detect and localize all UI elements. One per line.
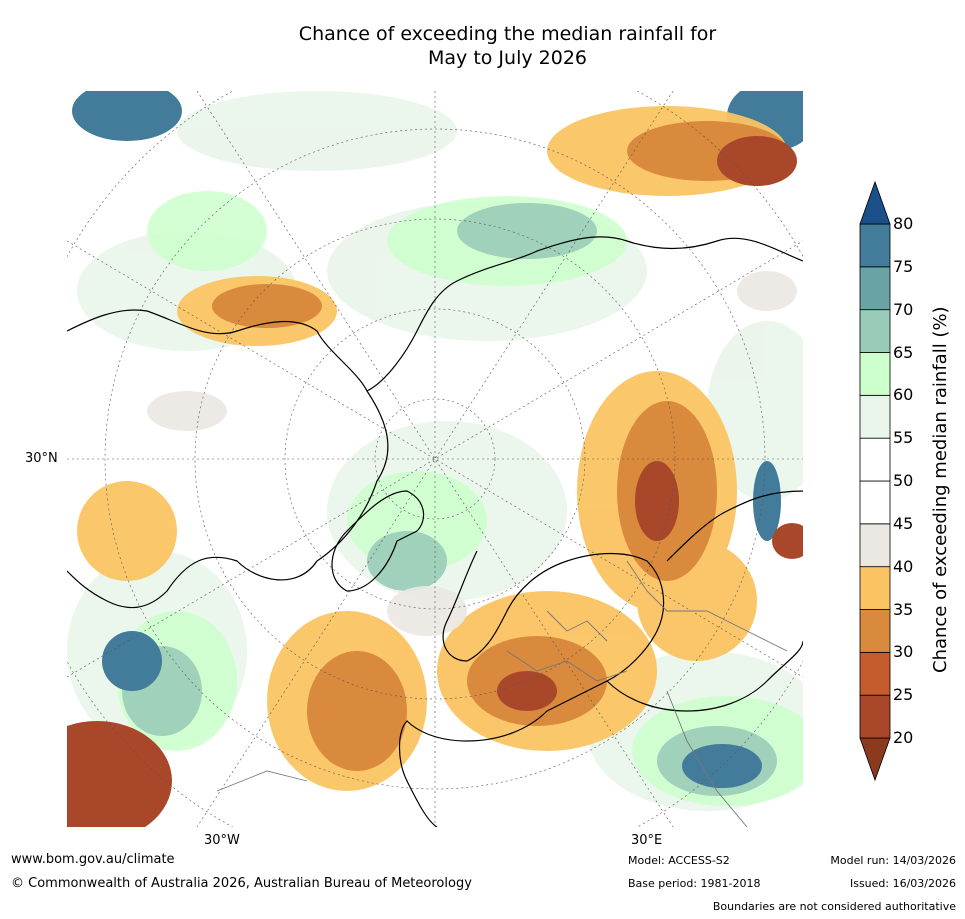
colorbar-segment [859,694,891,739]
colorbar-segment [859,437,891,482]
colorbar [859,180,891,782]
footer-issued: Issued: 16/03/2026 [849,877,956,890]
footer-copyright: © Commonwealth of Australia 2026, Austra… [11,876,472,891]
colorbar-segment [859,394,891,439]
footer-model-run: Model run: 14/03/2026 [830,854,956,867]
colorbar-tick-label: 65 [893,342,914,362]
orange-areas-30-35 [212,121,787,771]
colorbar-tick-label: 70 [893,299,914,319]
colorbar-over-triangle [859,180,891,225]
colorbar-tick-label: 75 [893,256,914,276]
colorbar-title: Chance of exceeding median rainfall (%) [930,306,951,673]
brown-areas-20-30 [67,136,803,827]
colorbar-segment [859,523,891,568]
lon-30w-label: 30°W [204,833,240,848]
footer-base-period: Base period: 1981-2018 [628,877,761,890]
colorbar-under-triangle [859,737,891,782]
colorbar-tick-label: 50 [893,471,914,490]
lon-30e-label: 30°E [631,833,663,848]
colorbar-tick-label: 30 [893,642,914,662]
chart-title: Chance of exceeding the median rainfall … [230,22,785,70]
title-line-2: May to July 2026 [428,47,587,69]
title-line-1: Chance of exceeding the median rainfall … [298,23,717,45]
colorbar-segments [859,180,891,782]
colorbar-tick-label: 60 [893,385,914,405]
colorbar-segment [859,651,891,696]
colorbar-tick-label: 20 [893,728,914,747]
colorbar-segment [859,309,891,353]
colorbar-segment [859,566,891,610]
footer-boundaries-note: Boundaries are not considered authoritat… [712,900,956,913]
colorbar-tick-label: 45 [893,513,914,533]
footer-url[interactable]: www.bom.gov.au/climate [11,852,175,867]
graticule [67,91,803,827]
boundaries [216,560,788,827]
colorbar-tick-label: 80 [893,214,914,233]
footer-model: Model: ACCESS-S2 [628,854,730,867]
colorbar-segment [859,609,891,653]
colorbar-segment [859,223,891,268]
colorbar-tick-label: 55 [893,428,914,448]
map-canvas [67,91,803,827]
lat-30n-label: 30°N [25,451,58,466]
colorbar-tick-label: 35 [893,599,914,619]
colorbar-segment [859,480,891,525]
colorbar-segment [859,266,891,311]
grey-areas-40-45 [147,271,797,636]
polar-map[interactable] [67,91,803,827]
colorbar-tick-label: 25 [893,685,914,705]
coastlines [67,236,803,827]
colorbar-segment [859,352,891,396]
colorbar-tick-label: 40 [893,556,914,576]
